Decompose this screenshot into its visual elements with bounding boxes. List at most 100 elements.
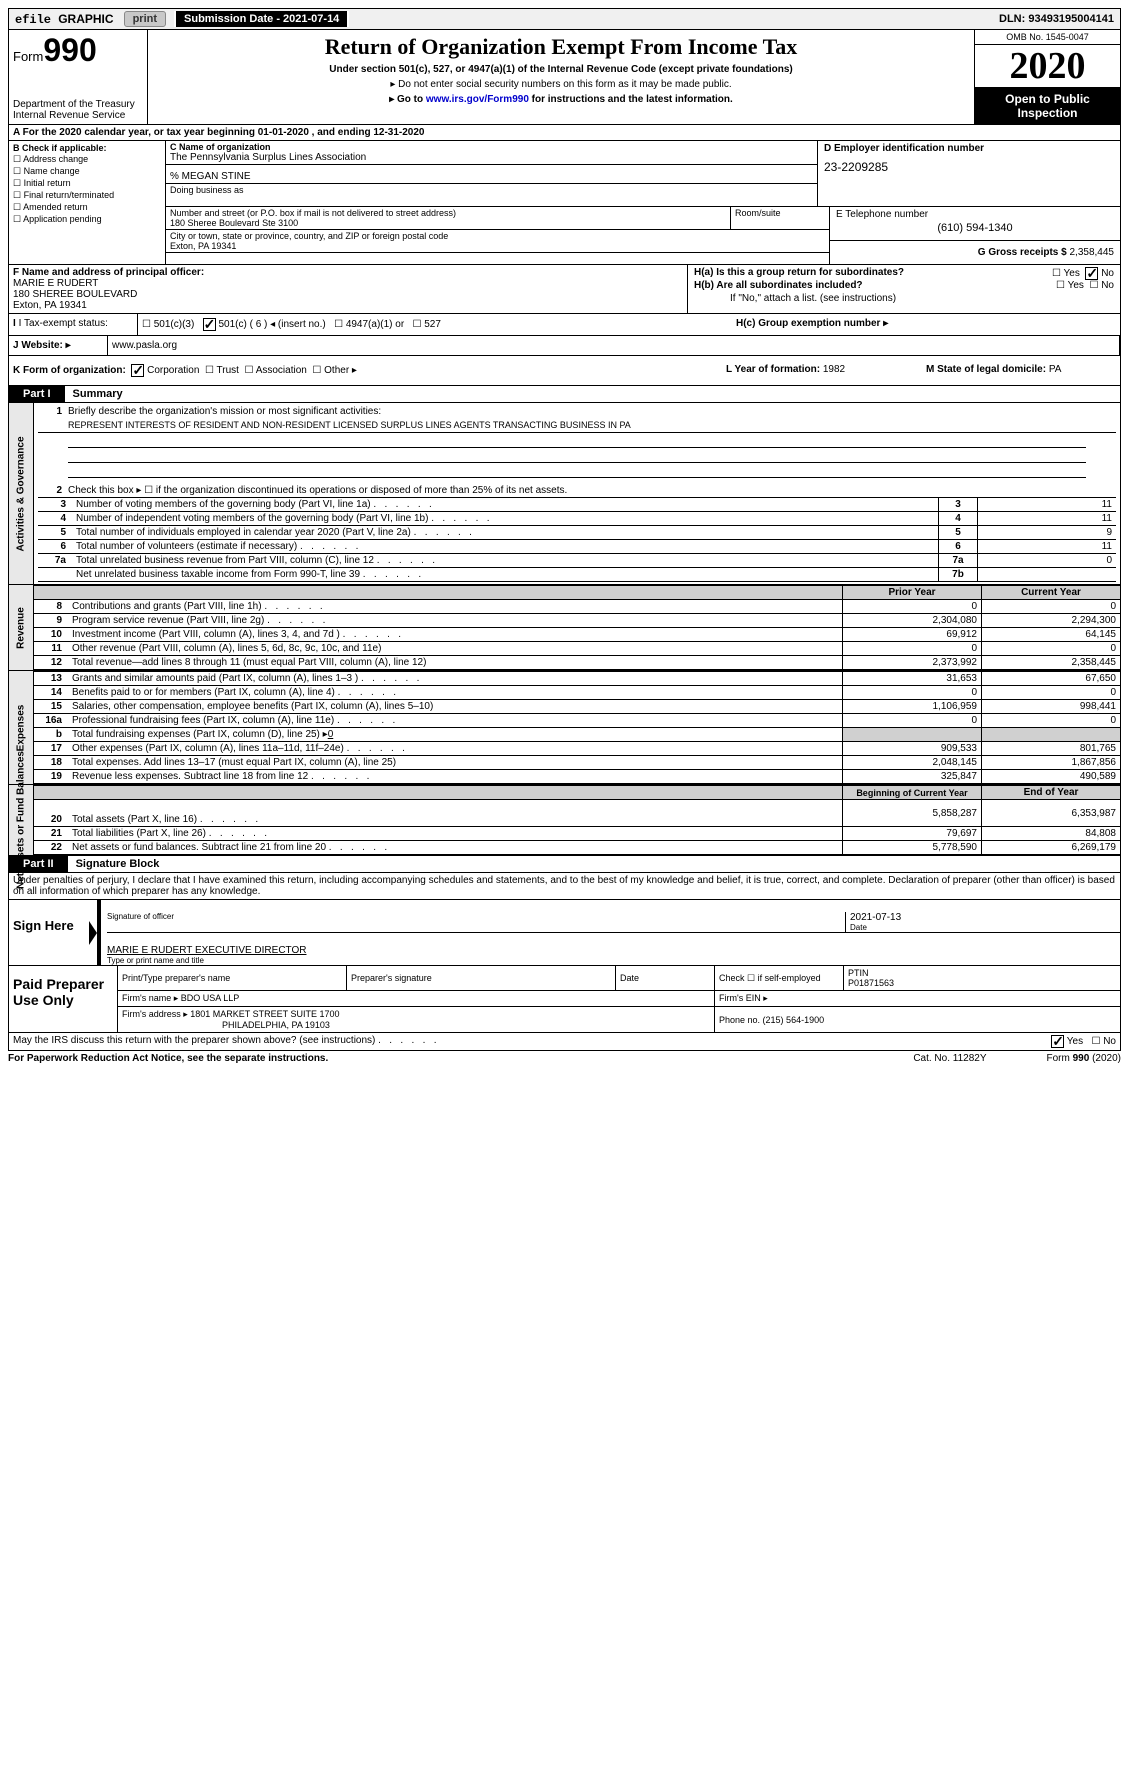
- dba-label: Doing business as: [170, 185, 244, 195]
- val-7b: [978, 568, 1117, 582]
- line-13: Grants and similar amounts paid (Part IX…: [68, 672, 843, 686]
- line-9: Program service revenue (Part VIII, line…: [68, 614, 843, 628]
- form-title: Return of Organization Exempt From Incom…: [152, 34, 970, 60]
- line-16b: Total fundraising expenses (Part IX, col…: [68, 728, 843, 742]
- sig-officer-caption: Signature of officer: [107, 912, 845, 921]
- val-3: 11: [978, 498, 1117, 512]
- line-8: Contributions and grants (Part VIII, lin…: [68, 600, 843, 614]
- print-button[interactable]: print: [124, 11, 166, 27]
- arrow-icon: [89, 921, 97, 945]
- top-toolbar: efile GRAPHIC print Submission Date - 20…: [8, 8, 1121, 30]
- submission-date: Submission Date - 2021-07-14: [174, 11, 349, 27]
- firm-ein: Firm's EIN ▸: [715, 991, 1121, 1007]
- line-20: Total assets (Part X, line 16): [68, 800, 843, 827]
- current-year-header: Current Year: [982, 586, 1121, 600]
- line-5: Total number of individuals employed in …: [72, 526, 939, 540]
- sig-name-title: MARIE E RUDERT EXECUTIVE DIRECTOR: [107, 945, 1120, 956]
- line-17: Other expenses (Part IX, column (A), lin…: [68, 742, 843, 756]
- firm-phone: Phone no. (215) 564-1900: [715, 1007, 1121, 1033]
- org-name: The Pennsylvania Surplus Lines Associati…: [170, 152, 366, 163]
- firm-addr: Firm's address ▸ 1801 MARKET STREET SUIT…: [118, 1007, 715, 1033]
- corp-check[interactable]: [131, 364, 144, 377]
- row-a-tax-year: A For the 2020 calendar year, or tax yea…: [8, 125, 1121, 141]
- chk-initial-return[interactable]: ☐ Initial return: [13, 178, 161, 189]
- side-net: Net Assets or Fund Balances: [9, 785, 34, 855]
- officer-addr: 180 SHEREE BOULEVARD: [13, 289, 137, 300]
- line-2: Check this box ▸ ☐ if the organization d…: [68, 485, 1116, 496]
- end-year-header: End of Year: [982, 786, 1121, 800]
- begin-year-header: Beginning of Current Year: [843, 786, 982, 800]
- street-value: 180 Sheree Boulevard Ste 3100: [170, 218, 298, 228]
- form-footer: Form 990 (2020): [1047, 1053, 1121, 1064]
- officer-city: Exton, PA 19341: [13, 300, 87, 311]
- website-value: www.pasla.org: [108, 336, 1120, 355]
- room-label: Room/suite: [731, 207, 829, 229]
- gross-receipts: G Gross receipts $ 2,358,445: [830, 241, 1120, 264]
- line-18: Total expenses. Add lines 13–17 (must eq…: [68, 756, 843, 770]
- org-name-label: C Name of organization: [170, 142, 271, 152]
- self-employed: Check ☐ if self-employed: [715, 966, 844, 991]
- chk-final-return[interactable]: ☐ Final return/terminated: [13, 190, 161, 201]
- open-public-badge: Open to PublicInspection: [975, 88, 1120, 124]
- line-19: Revenue less expenses. Subtract line 18 …: [68, 770, 843, 784]
- discuss-yesno: Yes ☐ No: [1051, 1035, 1116, 1048]
- irs-link[interactable]: www.irs.gov/Form990: [426, 94, 529, 105]
- line-1: Briefly describe the organization's miss…: [68, 406, 1116, 417]
- form-header: Form990 Department of the Treasury Inter…: [8, 30, 1121, 125]
- state-domicile: M State of legal domicile: PA: [926, 364, 1116, 377]
- tax-year: 2020: [975, 45, 1120, 88]
- paid-preparer-label: Paid Preparer Use Only: [9, 966, 118, 1032]
- omb-number: OMB No. 1545-0047: [975, 30, 1120, 45]
- prep-name-label: Print/Type preparer's name: [118, 966, 347, 991]
- city-label: City or town, state or province, country…: [170, 231, 448, 241]
- perjury-text: Under penalties of perjury, I declare th…: [8, 873, 1121, 900]
- val-5: 9: [978, 526, 1117, 540]
- part-2-header: Part II Signature Block: [8, 856, 1121, 873]
- phone-value: (610) 594-1340: [830, 222, 1120, 241]
- check-applicable-label: B Check if applicable:: [13, 143, 161, 153]
- chk-address-change[interactable]: ☐ Address change: [13, 154, 161, 165]
- dln: DLN: 93493195004141: [999, 13, 1120, 25]
- side-governance: Activities & Governance: [9, 403, 34, 584]
- discuss-yes-check[interactable]: [1051, 1035, 1064, 1048]
- care-of: % MEGAN STINE: [170, 171, 251, 182]
- mission-text: REPRESENT INTERESTS OF RESIDENT AND NON-…: [38, 418, 1116, 433]
- prior-year-header: Prior Year: [843, 586, 982, 600]
- chk-amended[interactable]: ☐ Amended return: [13, 202, 161, 213]
- form-number: Form990: [13, 32, 143, 69]
- 501c-check[interactable]: [203, 318, 216, 331]
- officer-name: MARIE E RUDERT: [13, 278, 98, 289]
- cat-number: Cat. No. 11282Y: [853, 1053, 1046, 1064]
- line-22: Net assets or fund balances. Subtract li…: [68, 841, 843, 855]
- instruction-2: ▸ Go to www.irs.gov/Form990 for instruct…: [152, 94, 970, 105]
- line-12: Total revenue—add lines 8 through 11 (mu…: [68, 656, 843, 670]
- line-21: Total liabilities (Part X, line 26): [68, 827, 843, 841]
- line-14: Benefits paid to or for members (Part IX…: [68, 686, 843, 700]
- paperwork-notice: For Paperwork Reduction Act Notice, see …: [8, 1053, 853, 1064]
- form-subtitle: Under section 501(c), 527, or 4947(a)(1)…: [152, 64, 970, 75]
- tax-status-label: I I Tax-exempt status:: [9, 314, 138, 335]
- line-15: Salaries, other compensation, employee b…: [68, 700, 843, 714]
- line-16a: Professional fundraising fees (Part IX, …: [68, 714, 843, 728]
- line-7a: Total unrelated business revenue from Pa…: [72, 554, 939, 568]
- firm-name: Firm's name ▸ BDO USA LLP: [118, 991, 715, 1007]
- h-c: H(c) Group exemption number ▸: [732, 314, 1120, 335]
- prep-date-label: Date: [616, 966, 715, 991]
- discuss-question: May the IRS discuss this return with the…: [13, 1035, 437, 1048]
- chk-app-pending[interactable]: ☐ Application pending: [13, 214, 161, 225]
- h-b: H(b) Are all subordinates included? ☐ Ye…: [694, 280, 1114, 291]
- part-1-header: Part I Summary: [8, 386, 1121, 403]
- dept-treasury: Department of the Treasury: [13, 99, 143, 110]
- chk-name-change[interactable]: ☐ Name change: [13, 166, 161, 177]
- h-b-note: If "No," attach a list. (see instruction…: [694, 293, 1114, 304]
- val-4: 11: [978, 512, 1117, 526]
- ha-no-check[interactable]: [1085, 267, 1098, 280]
- ptin-cell: PTINP01871563: [844, 966, 1121, 991]
- officer-label: F Name and address of principal officer:: [13, 267, 204, 278]
- phone-label: E Telephone number: [830, 207, 1120, 222]
- line-11: Other revenue (Part VIII, column (A), li…: [68, 642, 843, 656]
- city-value: Exton, PA 19341: [170, 241, 236, 251]
- line-3: Number of voting members of the governin…: [72, 498, 939, 512]
- ein-value: 23-2209285: [824, 160, 1114, 174]
- h-a: H(a) Is this a group return for subordin…: [694, 267, 1114, 278]
